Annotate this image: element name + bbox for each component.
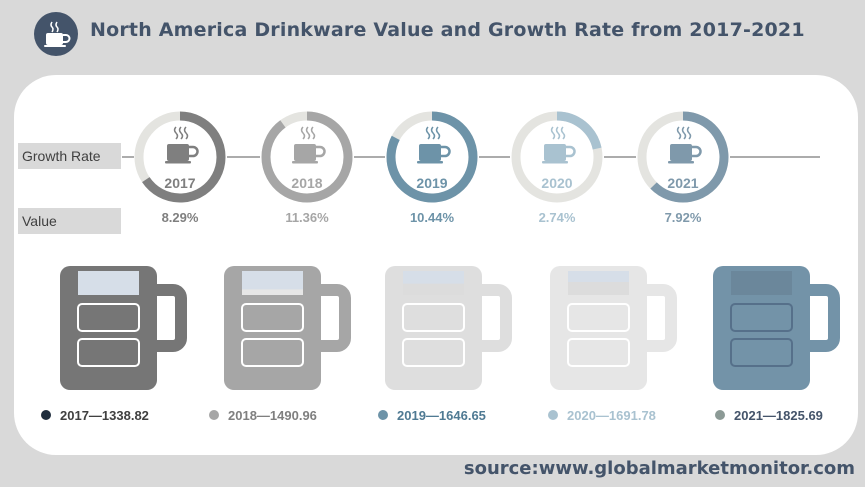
cup-handle [316, 145, 326, 158]
mug-top-fill [242, 271, 303, 290]
mug-segment [730, 303, 793, 332]
cup-body [544, 144, 566, 161]
mug-segment [77, 303, 140, 332]
growth-rate-label: 10.44% [410, 210, 455, 225]
mug-top-fill [568, 271, 629, 282]
legend-value-label: 2019—1646.65 [397, 408, 486, 423]
coffee-cup-icon [550, 126, 566, 140]
mug-handle [157, 284, 187, 352]
growth-arc [650, 111, 729, 203]
cup-body [419, 144, 441, 161]
mug-icon [224, 266, 351, 390]
year-label: 2021 [667, 175, 698, 191]
cup-handle [441, 145, 451, 158]
value-row-label: Value [18, 208, 121, 234]
cup-saucer [668, 161, 694, 164]
mug-icon [60, 266, 187, 390]
legend-dot [715, 410, 725, 420]
mug-icon [713, 266, 840, 390]
mug-segment [77, 338, 140, 367]
legend-dot [378, 410, 388, 420]
growth-rate-row-label: Growth Rate [18, 143, 121, 169]
growth-arc [142, 111, 226, 203]
mug-top-fill [403, 271, 464, 284]
cup-saucer [417, 161, 443, 164]
legend-dot [209, 410, 219, 420]
cup-body [670, 144, 692, 161]
cup-body [294, 144, 316, 161]
mug-segment [567, 338, 630, 367]
cup-handle [692, 145, 702, 158]
coffee-cup-icon [173, 126, 189, 140]
mug-icon [385, 266, 512, 390]
growth-arc [386, 111, 478, 203]
growth-rate-label: 8.29% [162, 210, 199, 225]
year-label: 2017 [164, 175, 195, 191]
cup-saucer [292, 161, 318, 164]
mug-segment [730, 338, 793, 367]
legend-value-label: 2017—1338.82 [60, 408, 149, 423]
legend-dot [548, 410, 558, 420]
legend-value-label: 2021—1825.69 [734, 408, 823, 423]
mug-handle [810, 284, 840, 352]
mug-top-fill [78, 271, 139, 295]
page-title: North America Drinkware Value and Growth… [90, 19, 805, 41]
cup-handle [566, 145, 576, 158]
cup-handle [189, 145, 199, 158]
year-label: 2019 [416, 175, 447, 191]
growth-rate-label: 11.36% [285, 210, 329, 225]
coffee-cup-icon [300, 126, 316, 140]
mug-top-slot [731, 271, 792, 295]
coffee-cup-icon [676, 126, 692, 140]
legend-value-label: 2020—1691.78 [567, 408, 656, 423]
mug-segment [241, 338, 304, 367]
source-credit: source:www.globalmarketmonitor.com [463, 458, 855, 479]
mug-segment [402, 303, 465, 332]
cup-body [167, 144, 189, 161]
year-label: 2020 [541, 175, 572, 191]
legend-dot [41, 410, 51, 420]
cup-saucer [542, 161, 568, 164]
mug-icon [550, 266, 677, 390]
cup-saucer [165, 161, 191, 164]
year-label: 2018 [291, 175, 322, 191]
coffee-cup-icon [425, 126, 441, 140]
mug-segment [567, 303, 630, 332]
mug-segment [241, 303, 304, 332]
mug-handle [482, 284, 512, 352]
coffee-cup-icon [34, 12, 78, 56]
mug-handle [647, 284, 677, 352]
growth-rate-label: 2.74% [539, 210, 576, 225]
legend-value-label: 2018—1490.96 [228, 408, 317, 423]
growth-rate-label: 7.92% [665, 210, 702, 225]
growth-arc [556, 111, 602, 150]
mug-segment [402, 338, 465, 367]
mug-handle [321, 284, 351, 352]
growth-arc [261, 111, 353, 203]
